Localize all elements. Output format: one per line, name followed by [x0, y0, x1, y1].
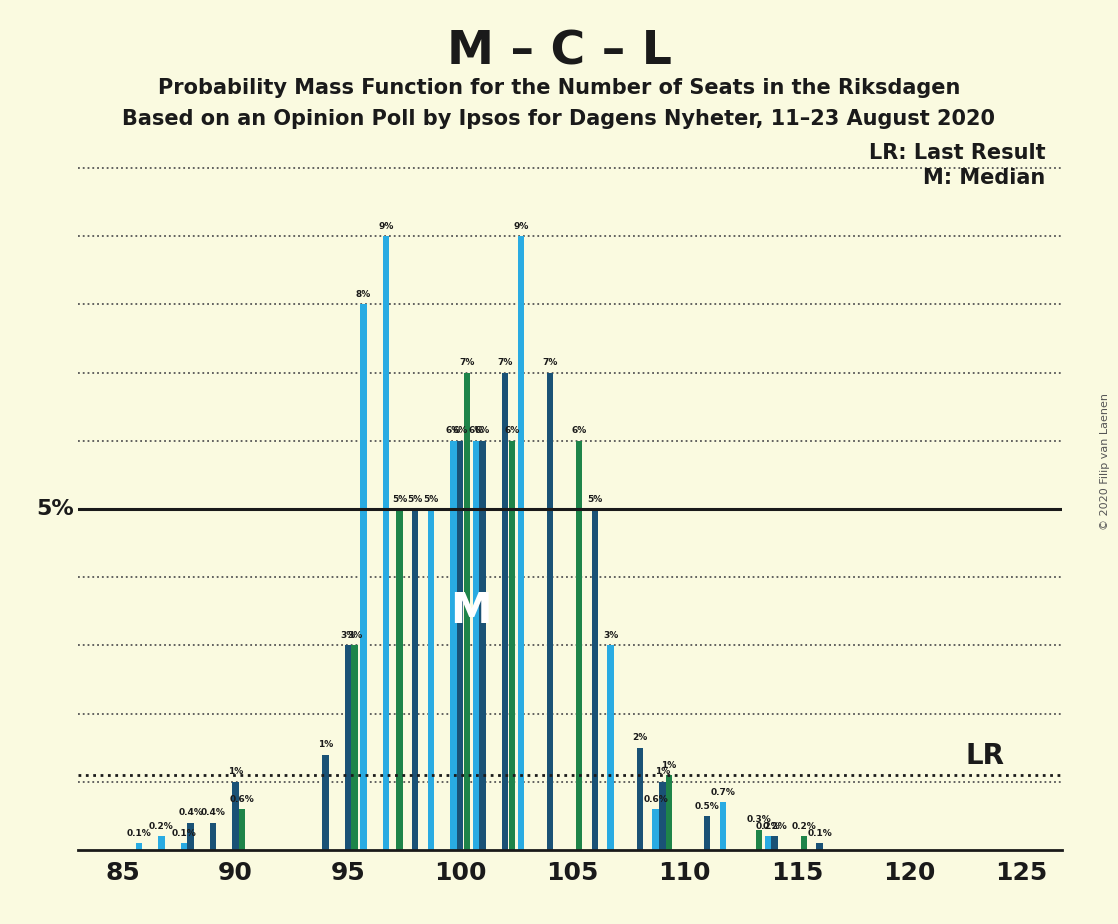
- Bar: [591, 509, 598, 850]
- Text: 0.2%: 0.2%: [762, 822, 787, 831]
- Text: 0.4%: 0.4%: [200, 808, 226, 818]
- Text: 2%: 2%: [632, 734, 647, 742]
- Text: 5%: 5%: [391, 494, 407, 504]
- Bar: [509, 441, 515, 850]
- Bar: [451, 441, 456, 850]
- Bar: [473, 441, 480, 850]
- Bar: [188, 822, 193, 850]
- Bar: [344, 646, 351, 850]
- Bar: [636, 748, 643, 850]
- Text: 5%: 5%: [408, 494, 423, 504]
- Text: 3%: 3%: [603, 631, 618, 640]
- Text: 0.1%: 0.1%: [171, 829, 196, 838]
- Text: 0.4%: 0.4%: [178, 808, 203, 818]
- Bar: [428, 509, 434, 850]
- Bar: [704, 816, 710, 850]
- Text: 6%: 6%: [468, 426, 483, 435]
- Text: 3%: 3%: [347, 631, 362, 640]
- Bar: [547, 372, 553, 850]
- Bar: [457, 441, 463, 850]
- Text: 1%: 1%: [662, 760, 676, 770]
- Text: 0.7%: 0.7%: [710, 788, 736, 796]
- Bar: [652, 809, 659, 850]
- Text: © 2020 Filip van Laenen: © 2020 Filip van Laenen: [1100, 394, 1109, 530]
- Text: Probability Mass Function for the Number of Seats in the Riksdagen: Probability Mass Function for the Number…: [158, 78, 960, 98]
- Text: 6%: 6%: [446, 426, 461, 435]
- Text: 0.2%: 0.2%: [149, 822, 173, 831]
- Text: M: Median: M: Median: [923, 168, 1045, 188]
- Text: 6%: 6%: [504, 426, 520, 435]
- Text: 0.1%: 0.1%: [126, 829, 151, 838]
- Text: 7%: 7%: [459, 359, 474, 367]
- Text: 6%: 6%: [475, 426, 490, 435]
- Text: 9%: 9%: [513, 222, 529, 231]
- Text: 5%: 5%: [36, 499, 74, 519]
- Bar: [135, 844, 142, 850]
- Text: 0.2%: 0.2%: [756, 822, 780, 831]
- Bar: [360, 305, 367, 850]
- Bar: [765, 836, 771, 850]
- Text: 3%: 3%: [340, 631, 356, 640]
- Bar: [659, 782, 665, 850]
- Text: 0.6%: 0.6%: [230, 795, 255, 804]
- Bar: [480, 441, 486, 850]
- Text: 5%: 5%: [587, 494, 603, 504]
- Text: Based on an Opinion Poll by Ipsos for Dagens Nyheter, 11–23 August 2020: Based on an Opinion Poll by Ipsos for Da…: [123, 109, 995, 129]
- Bar: [464, 372, 470, 850]
- Text: M – C – L: M – C – L: [446, 30, 672, 75]
- Text: 7%: 7%: [542, 359, 558, 367]
- Bar: [665, 775, 672, 850]
- Bar: [210, 822, 216, 850]
- Text: 0.1%: 0.1%: [807, 829, 832, 838]
- Text: 1%: 1%: [655, 768, 670, 776]
- Bar: [502, 372, 509, 850]
- Text: M: M: [451, 590, 492, 632]
- Bar: [411, 509, 418, 850]
- Text: 6%: 6%: [571, 426, 587, 435]
- Text: LR: Last Result: LR: Last Result: [869, 143, 1045, 164]
- Text: 0.2%: 0.2%: [792, 822, 816, 831]
- Text: 1%: 1%: [318, 740, 333, 749]
- Bar: [233, 782, 239, 850]
- Text: 0.6%: 0.6%: [643, 795, 667, 804]
- Bar: [158, 836, 164, 850]
- Bar: [396, 509, 402, 850]
- Text: 1%: 1%: [228, 768, 243, 776]
- Text: 8%: 8%: [356, 290, 371, 299]
- Text: 9%: 9%: [378, 222, 394, 231]
- Text: 0.5%: 0.5%: [694, 801, 720, 810]
- Bar: [816, 844, 823, 850]
- Bar: [382, 237, 389, 850]
- Bar: [576, 441, 582, 850]
- Text: 0.3%: 0.3%: [747, 815, 771, 824]
- Bar: [607, 646, 614, 850]
- Bar: [351, 646, 358, 850]
- Bar: [181, 844, 187, 850]
- Text: 7%: 7%: [498, 359, 513, 367]
- Bar: [771, 836, 778, 850]
- Bar: [800, 836, 807, 850]
- Text: LR: LR: [966, 742, 1004, 770]
- Bar: [756, 830, 762, 850]
- Bar: [720, 802, 727, 850]
- Bar: [239, 809, 246, 850]
- Text: 5%: 5%: [424, 494, 438, 504]
- Bar: [322, 755, 329, 850]
- Text: 6%: 6%: [453, 426, 467, 435]
- Bar: [518, 237, 524, 850]
